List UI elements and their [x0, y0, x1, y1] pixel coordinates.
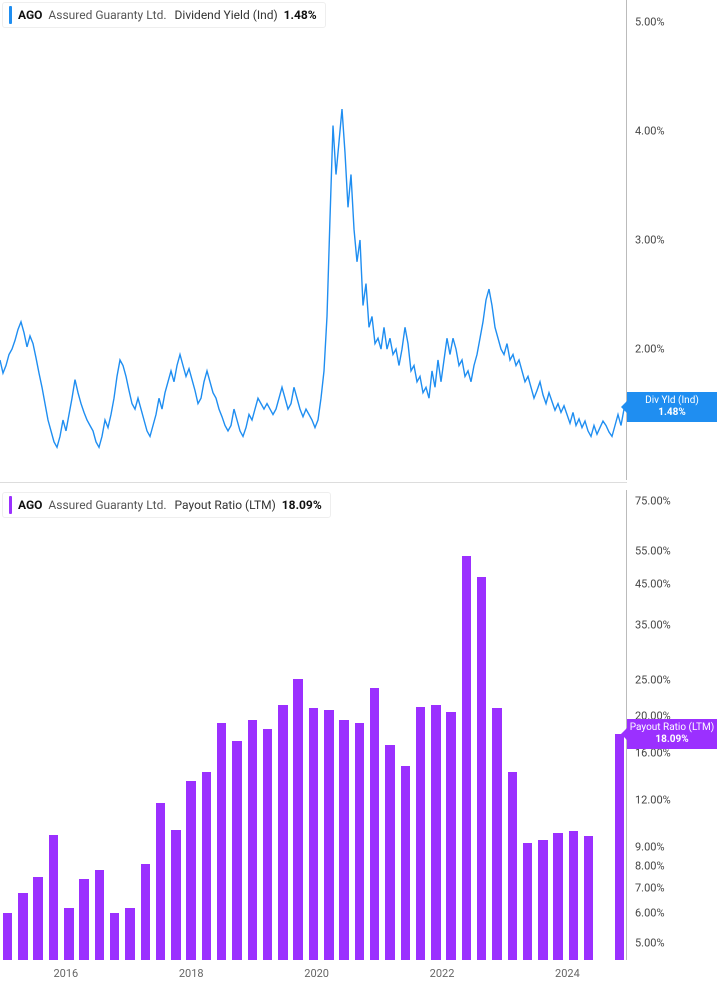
y-tick-label: 35.00% [635, 619, 671, 632]
bar[interactable] [401, 766, 410, 960]
bar[interactable] [202, 772, 211, 960]
bar[interactable] [95, 870, 104, 960]
bar[interactable] [477, 577, 486, 960]
bar[interactable] [33, 877, 42, 960]
current-value-badge: Payout Ratio (LTM)18.09% [627, 719, 717, 749]
y-tick-label: 7.00% [635, 881, 665, 894]
y-tick-label: 9.00% [635, 840, 665, 853]
bar[interactable] [293, 679, 302, 960]
bar[interactable] [263, 729, 272, 960]
bar[interactable] [171, 830, 180, 960]
current-value-badge: Div Yld (Ind)1.48% [627, 392, 717, 422]
bar[interactable] [248, 720, 257, 960]
x-axis: 2016 2018 2020 2022 2024 [0, 960, 627, 984]
symbol: AGO [18, 8, 42, 22]
bar[interactable] [156, 803, 165, 960]
bar[interactable] [278, 705, 287, 960]
panel2-color-tick [9, 496, 12, 514]
y-tick-label: 25.00% [635, 673, 671, 686]
dividend-yield-line-chart[interactable] [0, 0, 627, 480]
x-tick-label: 2022 [430, 967, 455, 980]
y-tick-label: 45.00% [635, 577, 671, 590]
company-name: Assured Guaranty Ltd. [48, 498, 166, 512]
badge-value: 1.48% [629, 407, 715, 419]
metric-label: Dividend Yield (Ind) [175, 8, 278, 22]
bar[interactable] [538, 840, 547, 960]
bar[interactable] [18, 893, 27, 960]
bar[interactable] [370, 688, 379, 960]
bar[interactable] [339, 720, 348, 960]
metric-label: Payout Ratio (LTM) [175, 498, 276, 512]
bar[interactable] [64, 908, 73, 960]
y-tick-label: 5.00% [635, 936, 665, 949]
bar[interactable] [309, 708, 318, 960]
x-tick-label: 2020 [304, 967, 329, 980]
y-tick-label: 2.00% [635, 343, 665, 356]
bar[interactable] [446, 712, 455, 960]
bar[interactable] [355, 723, 364, 960]
bar[interactable] [615, 734, 624, 960]
bar[interactable] [569, 831, 578, 960]
bar[interactable] [385, 745, 394, 960]
y-tick-label: 4.00% [635, 124, 665, 137]
bar[interactable] [492, 708, 501, 960]
bar[interactable] [217, 723, 226, 960]
line-series [0, 0, 627, 480]
bar[interactable] [584, 836, 593, 960]
panel2-header: AGO Assured Guaranty Ltd. Payout Ratio (… [2, 492, 331, 518]
panel-separator [0, 482, 627, 483]
bar[interactable] [3, 913, 12, 960]
bar[interactable] [324, 710, 333, 960]
y-tick-label: 3.00% [635, 234, 665, 247]
bar[interactable] [553, 833, 562, 960]
bar[interactable] [523, 843, 532, 960]
bar[interactable] [49, 835, 58, 960]
x-tick-label: 2018 [179, 967, 204, 980]
y-tick-label: 6.00% [635, 907, 665, 920]
bar[interactable] [79, 879, 88, 960]
y-tick-label: 5.00% [635, 15, 665, 28]
x-tick-label: 2016 [53, 967, 78, 980]
panel1-header: AGO Assured Guaranty Ltd. Dividend Yield… [2, 2, 326, 28]
badge-value: 18.09% [629, 734, 715, 746]
metric-value: 18.09% [282, 498, 322, 512]
metric-value: 1.48% [284, 8, 317, 22]
dividend-yield-panel: AGO Assured Guaranty Ltd. Dividend Yield… [0, 0, 717, 480]
badge-title: Payout Ratio (LTM) [629, 722, 715, 734]
bar[interactable] [232, 741, 241, 960]
y-tick-label: 12.00% [635, 793, 671, 806]
bar[interactable] [110, 913, 119, 960]
panel2-y-axis: 75.00%55.00%45.00%35.00%25.00%20.00%16.0… [627, 490, 717, 960]
company-name: Assured Guaranty Ltd. [48, 8, 166, 22]
bar[interactable] [431, 705, 440, 960]
payout-ratio-bar-chart[interactable] [0, 490, 627, 960]
bar[interactable] [186, 781, 195, 960]
payout-ratio-panel: AGO Assured Guaranty Ltd. Payout Ratio (… [0, 490, 717, 960]
y-tick-label: 8.00% [635, 860, 665, 873]
x-tick-label: 2024 [555, 967, 580, 980]
bar[interactable] [462, 556, 471, 960]
panel1-y-axis: 5.00% 4.00% 3.00% 2.00% Div Yld (Ind)1.48% [627, 0, 717, 480]
panel1-color-tick [9, 6, 12, 24]
y-tick-label: 75.00% [635, 494, 671, 507]
bar[interactable] [141, 864, 150, 960]
y-tick-label: 55.00% [635, 545, 671, 558]
badge-title: Div Yld (Ind) [629, 395, 715, 407]
bar[interactable] [416, 707, 425, 960]
symbol: AGO [18, 498, 42, 512]
bar[interactable] [508, 772, 517, 960]
page: AGO Assured Guaranty Ltd. Dividend Yield… [0, 0, 717, 1005]
bar[interactable] [125, 908, 134, 960]
